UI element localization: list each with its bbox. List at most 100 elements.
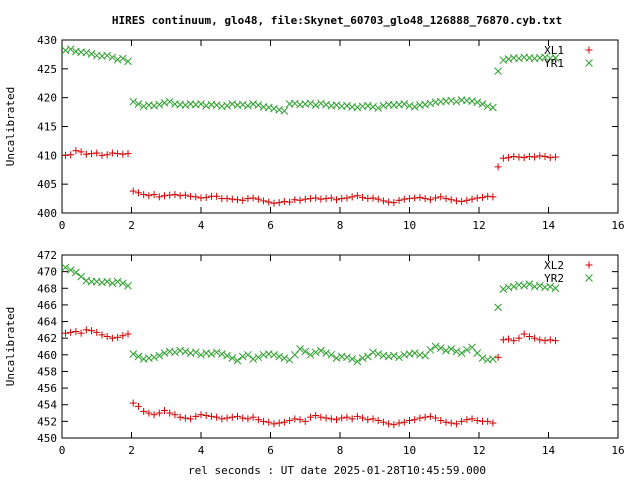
data-point — [93, 328, 101, 336]
y-tick-label: 425 — [37, 63, 57, 76]
x-axis-label: rel seconds : UT date 2025-01-28T10:45:5… — [188, 464, 486, 477]
legend-marker — [585, 274, 593, 282]
data-point — [239, 414, 247, 422]
data-point — [327, 415, 335, 423]
data-point — [306, 413, 314, 421]
data-point — [551, 284, 560, 293]
data-point — [124, 57, 132, 66]
data-point — [353, 192, 361, 200]
data-point — [535, 281, 544, 290]
data-point — [338, 414, 346, 422]
data-point — [88, 150, 96, 158]
data-point — [379, 197, 387, 205]
data-point — [499, 56, 508, 65]
data-point — [348, 415, 356, 423]
data-point — [145, 409, 153, 417]
data-point — [437, 417, 445, 425]
data-point — [114, 333, 122, 341]
data-point — [327, 194, 335, 202]
data-point — [442, 346, 450, 355]
data-point — [442, 418, 450, 426]
data-point — [280, 197, 288, 205]
data-point — [217, 350, 226, 358]
y-axis-label: Uncalibrated — [4, 87, 17, 166]
data-point — [161, 407, 169, 415]
data-point — [452, 197, 460, 205]
data-point — [400, 195, 408, 203]
data-point — [134, 100, 143, 108]
data-point — [515, 153, 523, 161]
data-point — [108, 334, 116, 342]
data-point — [358, 354, 367, 362]
data-point — [478, 193, 486, 201]
data-point — [124, 330, 132, 338]
data-point — [374, 417, 382, 425]
data-point — [432, 194, 440, 202]
data-point — [270, 350, 278, 359]
data-point — [353, 357, 362, 366]
data-point — [405, 101, 414, 110]
x-tick-label: 16 — [611, 219, 624, 232]
data-point — [61, 329, 69, 337]
x-tick-label: 4 — [198, 219, 205, 232]
chart-title: HIRES continuum, glo48, file:Skynet_6070… — [112, 14, 562, 27]
x-tick-label: 6 — [267, 444, 274, 457]
data-point — [223, 101, 231, 110]
data-point — [118, 54, 127, 63]
data-point — [458, 417, 466, 425]
data-point — [160, 99, 169, 107]
data-point — [536, 152, 544, 160]
data-point — [265, 198, 273, 206]
data-point — [395, 419, 403, 427]
data-point — [270, 104, 278, 113]
data-point — [327, 350, 336, 359]
y-tick-label: 466 — [37, 299, 57, 312]
data-point — [66, 45, 75, 54]
data-point — [160, 349, 169, 358]
data-point — [134, 402, 142, 410]
data-point — [187, 415, 195, 423]
data-point — [202, 101, 211, 110]
data-point — [145, 192, 153, 200]
data-point — [296, 345, 304, 353]
x-tick-label: 0 — [59, 219, 66, 232]
data-point — [296, 196, 304, 204]
data-point — [536, 336, 544, 344]
data-point — [223, 195, 231, 203]
x-tick-label: 16 — [611, 444, 624, 457]
y-tick-label: 415 — [37, 121, 57, 134]
data-point — [390, 351, 398, 360]
data-point — [213, 413, 221, 421]
data-point — [410, 103, 419, 111]
data-point — [322, 349, 330, 358]
data-point — [249, 100, 257, 108]
data-point — [463, 416, 471, 424]
data-point — [61, 263, 70, 272]
data-point — [249, 355, 257, 363]
data-point — [249, 413, 257, 421]
series-XL1 — [61, 147, 559, 207]
data-point — [306, 195, 314, 203]
y-tick-label: 420 — [37, 92, 57, 105]
data-point — [233, 196, 241, 204]
data-point — [103, 151, 111, 159]
data-point — [155, 409, 163, 417]
data-point — [254, 101, 263, 110]
data-point — [306, 99, 315, 108]
data-point — [509, 282, 518, 291]
data-point — [61, 151, 69, 159]
data-point — [171, 411, 179, 419]
data-point — [369, 348, 377, 357]
data-point — [515, 334, 523, 342]
data-point — [296, 416, 304, 424]
data-point — [249, 194, 257, 202]
data-point — [395, 353, 403, 362]
data-point — [410, 349, 419, 358]
data-point — [343, 101, 351, 110]
data-point — [306, 350, 315, 359]
data-point — [546, 154, 554, 162]
data-point — [228, 195, 236, 203]
data-point — [374, 104, 383, 112]
data-point — [275, 105, 284, 114]
